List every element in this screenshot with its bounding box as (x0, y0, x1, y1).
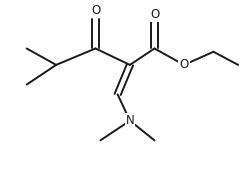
Text: O: O (180, 58, 189, 71)
Text: N: N (126, 114, 134, 127)
Text: O: O (150, 8, 159, 21)
Text: O: O (91, 4, 100, 17)
